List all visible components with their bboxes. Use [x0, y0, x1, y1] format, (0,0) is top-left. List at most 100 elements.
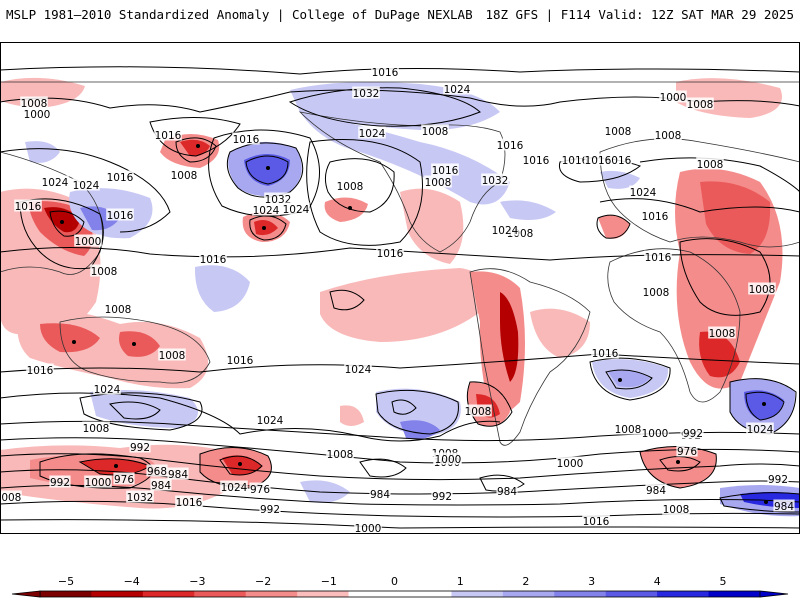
isobar-label-background	[354, 521, 382, 534]
map-header: MSLP 1981–2010 Standardized Anomaly | Co…	[0, 0, 800, 30]
isobar-label: 1008	[615, 424, 642, 436]
isobar-label: 1008	[643, 287, 670, 299]
isobar-label: 1016	[377, 248, 404, 260]
isobar-label-background	[376, 246, 404, 259]
isobar-label-background	[126, 490, 154, 503]
colorbar-swatch	[502, 591, 555, 597]
isobar-label: 1008	[663, 504, 690, 516]
isobar-label-background	[556, 456, 584, 469]
isobar-label: 1024	[492, 225, 519, 237]
colorbar-tick-label: 2	[522, 575, 529, 588]
isobar-label: 1008	[105, 304, 132, 316]
isobar-label-background	[175, 495, 203, 508]
model-run-info: 18Z GFS | F114 Valid: 12Z SAT MAR 29 202…	[485, 7, 794, 22]
isobar-label-background	[90, 264, 118, 277]
isobar-label: 1008	[171, 170, 198, 182]
isobar-label-background	[662, 502, 690, 515]
isobar-label: 1008	[21, 98, 48, 110]
isobar-label: 1000	[355, 523, 382, 534]
isobar-label-background	[158, 348, 186, 361]
isobar-label-background	[199, 252, 227, 265]
isobar-label-background	[371, 65, 399, 78]
isobar-label: 1008	[697, 159, 724, 171]
isobar-label-background	[424, 175, 452, 188]
isobar-label: 1016	[523, 155, 550, 167]
isobar-label: 1016	[583, 516, 610, 528]
isobar-label: 1000	[85, 477, 112, 489]
isobar-label: 1024	[257, 415, 284, 427]
colorbar-swatch	[554, 591, 607, 597]
isobar-label: 1016	[107, 172, 134, 184]
isobar-label-background	[264, 192, 292, 205]
isobar-label: 1008	[425, 177, 452, 189]
colorbar-swatch	[40, 591, 92, 597]
isobar-label-background	[584, 153, 612, 166]
isobar-label: 1000	[24, 109, 51, 121]
negative-anomaly-regions	[0, 77, 783, 509]
isobar-label-background	[220, 480, 248, 493]
isobar-label-background	[104, 302, 132, 315]
isobar-label-background	[26, 363, 54, 376]
isobar-label: 992	[130, 442, 150, 454]
coastlines	[0, 81, 800, 446]
isobar-label: 1024	[253, 205, 280, 217]
isobar-label: 992	[260, 504, 280, 516]
isobar-label: 1024	[630, 187, 657, 199]
isobar-label-background	[591, 346, 619, 359]
isobar-label-background	[696, 157, 724, 170]
isobar-label-background	[522, 153, 550, 166]
isobar-label: 1024	[444, 84, 471, 96]
isobar-label-background	[654, 128, 682, 141]
isobar-label-background	[150, 478, 172, 491]
isobar-label-background	[676, 444, 698, 457]
colorbar-swatch	[657, 591, 710, 597]
isobar-label: 1016	[107, 210, 134, 222]
isobar-label: 984	[168, 469, 188, 481]
isobar-label-background	[336, 179, 364, 192]
isobar-label: 992	[432, 491, 452, 503]
isobar-label: 1016	[585, 155, 612, 167]
isobar-label: 1008	[687, 99, 714, 111]
isobar-label-background	[106, 208, 134, 221]
isobar-label-background	[659, 90, 687, 103]
isobar-label-background	[259, 502, 281, 515]
isobar-label-background	[464, 404, 492, 417]
isobar-label: 1024	[283, 204, 310, 216]
isobar-label: 1000	[557, 458, 584, 470]
isobar-label-background	[496, 138, 524, 151]
isobar-label: 1024	[73, 180, 100, 192]
colorbar-tick-label: −4	[124, 575, 140, 588]
colorbar-tick-label: 5	[720, 575, 727, 588]
isobar-label-background	[708, 326, 736, 339]
isobar-label-background	[369, 487, 391, 500]
colorbar-swatches	[11, 590, 789, 598]
isobar-label: 984	[151, 480, 171, 492]
isobar-label-background	[443, 82, 471, 95]
isobar-label-background	[72, 178, 100, 191]
colorbar-extend-low	[11, 590, 41, 598]
isobar-label: 1016	[176, 497, 203, 509]
colorbar-swatch	[245, 591, 298, 597]
isobar-label: 1000	[75, 236, 102, 248]
colorbar-swatch	[451, 591, 504, 597]
isobar-label-background	[146, 464, 168, 477]
isobar-label-background	[326, 447, 354, 460]
isobar-label: 1008	[655, 130, 682, 142]
isobar-label: 1016	[155, 130, 182, 142]
isobar-label-background	[106, 170, 134, 183]
isobar-label-background	[113, 472, 135, 485]
isobar-label: 984	[497, 486, 517, 498]
isobar-label-background	[431, 163, 459, 176]
isobar-label-background	[644, 250, 672, 263]
isobar-label: 1016	[227, 355, 254, 367]
isobar-label: 1032	[482, 175, 509, 187]
isobar-label: 1008	[0, 492, 21, 504]
isobar-label-background	[604, 124, 632, 137]
isobar-label-background	[358, 126, 386, 139]
isobar-label-background	[23, 107, 51, 120]
isobar-label: 1016	[592, 348, 619, 360]
isobar-label-background	[641, 426, 669, 439]
isobar-label: 1008	[605, 126, 632, 138]
isobar-label: 976	[114, 474, 134, 486]
